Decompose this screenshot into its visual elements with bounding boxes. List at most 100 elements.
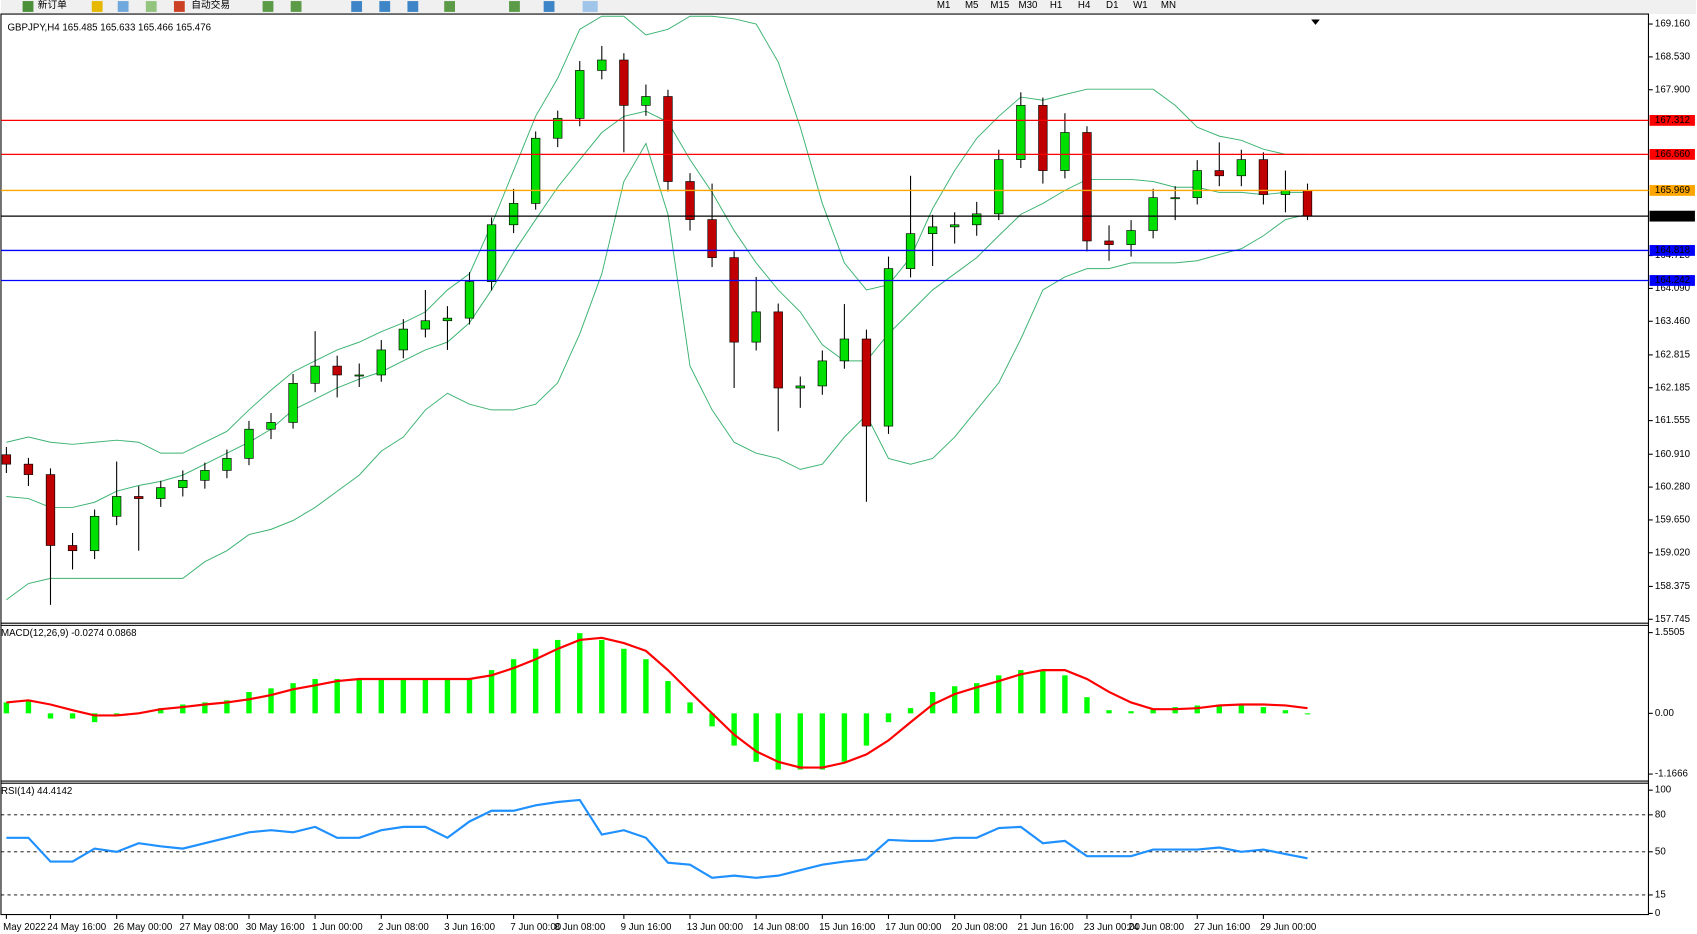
x-tick-label: 1 Jun 00:00 <box>312 922 363 933</box>
macd-bar <box>290 683 296 714</box>
macd-bar <box>775 713 781 770</box>
macd-bar <box>91 713 98 723</box>
toolbar-icon[interactable] <box>91 1 103 12</box>
candle-body <box>398 328 408 351</box>
candle-body <box>707 219 717 258</box>
timeframe-button[interactable]: W1 <box>1133 0 1148 11</box>
candle-body <box>45 474 56 546</box>
timeframe-button[interactable]: MN <box>1161 0 1176 11</box>
macd-bar <box>1260 707 1267 714</box>
macd-bar <box>753 713 759 762</box>
x-tick-label: 29 Jun 00:00 <box>1260 922 1317 933</box>
y-tick-label: 160.910 <box>1655 449 1691 460</box>
bollinger-band <box>6 15 1308 454</box>
y-tick-label: 1.5505 <box>1655 627 1685 638</box>
candle-body <box>729 257 739 343</box>
candle-body <box>442 317 453 322</box>
x-tick-label: 26 May 00:00 <box>113 922 172 933</box>
x-tick-label: 2 Jun 08:00 <box>378 922 429 933</box>
candle-body <box>1236 159 1246 177</box>
timeframe-button[interactable]: D1 <box>1106 0 1118 11</box>
candle-body <box>134 496 144 499</box>
y-tick-label: 167.900 <box>1655 84 1691 95</box>
auto-trading-button[interactable]: 自动交易 <box>191 0 230 11</box>
candle-body <box>597 59 607 71</box>
macd-bar <box>47 713 54 719</box>
candle-body <box>288 382 298 423</box>
toolbar-icon[interactable] <box>262 1 274 12</box>
y-tick-label: 161.555 <box>1655 415 1690 426</box>
candle-body <box>508 203 519 226</box>
candle-body <box>531 137 541 204</box>
x-tick-label: 13 Jun 00:00 <box>687 922 744 933</box>
candle-body <box>927 226 938 234</box>
x-tick-label: 8 Jun 08:00 <box>554 922 605 933</box>
new-order-icon[interactable] <box>22 1 34 12</box>
price-level-label: 167.312 <box>1655 115 1690 126</box>
toolbar-icon[interactable] <box>145 1 157 12</box>
macd-bar <box>885 713 892 723</box>
candle-body <box>861 338 872 427</box>
toolbar-icon[interactable] <box>117 1 129 12</box>
timeframe-button[interactable]: H1 <box>1050 0 1062 11</box>
timeframe-button[interactable]: M15 <box>990 0 1009 11</box>
y-tick-label: 159.650 <box>1655 515 1691 526</box>
macd-bar <box>1018 670 1024 714</box>
candle-body <box>575 70 585 119</box>
templates-icon[interactable] <box>582 1 598 12</box>
macd-bar <box>510 659 517 714</box>
y-tick-label: 159.020 <box>1655 547 1691 558</box>
candle-body <box>1192 170 1202 199</box>
macd-bar <box>268 688 274 714</box>
x-tick-label: May 2022 <box>3 922 46 933</box>
candle-body <box>23 463 34 475</box>
x-tick-label: 3 Jun 16:00 <box>444 922 495 933</box>
price-level-tag <box>1649 114 1695 126</box>
auto-trading-icon[interactable] <box>173 1 185 12</box>
y-tick-label: 80 <box>1655 809 1666 820</box>
timeframe-button[interactable]: H4 <box>1078 0 1091 11</box>
macd-bar <box>488 670 495 714</box>
candle-body <box>266 422 276 430</box>
candle-body <box>795 385 805 389</box>
y-tick-label: 50 <box>1655 846 1666 857</box>
macd-bar <box>356 678 362 714</box>
candle-body <box>222 458 232 471</box>
zoom-in-icon[interactable] <box>351 1 363 12</box>
macd-bar <box>202 702 208 714</box>
price-level-label: 164.242 <box>1655 275 1690 286</box>
macd-bar <box>951 686 958 714</box>
candle-body <box>1258 159 1269 195</box>
toolbar-icon[interactable] <box>290 1 302 12</box>
y-tick-label: 168.530 <box>1655 51 1691 62</box>
timeframe-button[interactable]: M1 <box>937 0 951 11</box>
candle-body <box>1060 132 1070 171</box>
toolbar-icon[interactable] <box>444 1 456 12</box>
x-tick-label: 14 Jun 08:00 <box>753 922 810 933</box>
macd-bar <box>599 639 605 714</box>
x-tick-label: 30 May 16:00 <box>246 922 305 933</box>
price-level-tag <box>1649 210 1695 222</box>
candle-body <box>310 365 320 384</box>
macd-bar <box>158 708 164 714</box>
indicators-icon[interactable] <box>509 1 520 12</box>
periods-icon[interactable] <box>543 1 555 12</box>
y-tick-label: 162.185 <box>1655 382 1690 393</box>
chart-frame <box>0 13 1649 916</box>
y-tick-label: 15 <box>1655 890 1666 901</box>
macd-bar <box>69 713 76 719</box>
candle-body <box>950 224 960 228</box>
y-tick-label: -1.1666 <box>1655 769 1688 780</box>
new-order-button[interactable]: 新订单 <box>38 0 67 11</box>
candle-body <box>1170 197 1180 200</box>
macd-bar <box>312 678 318 714</box>
y-tick-label: 162.815 <box>1655 349 1690 360</box>
candle-body <box>1302 190 1313 217</box>
timeframe-button[interactable]: M30 <box>1018 0 1038 11</box>
y-tick-label: 163.460 <box>1655 316 1691 327</box>
tile-icon[interactable] <box>407 1 419 12</box>
timeframe-button[interactable]: M5 <box>965 0 979 11</box>
x-tick-label: 24 May 16:00 <box>47 922 106 933</box>
zoom-out-icon[interactable] <box>379 1 391 12</box>
